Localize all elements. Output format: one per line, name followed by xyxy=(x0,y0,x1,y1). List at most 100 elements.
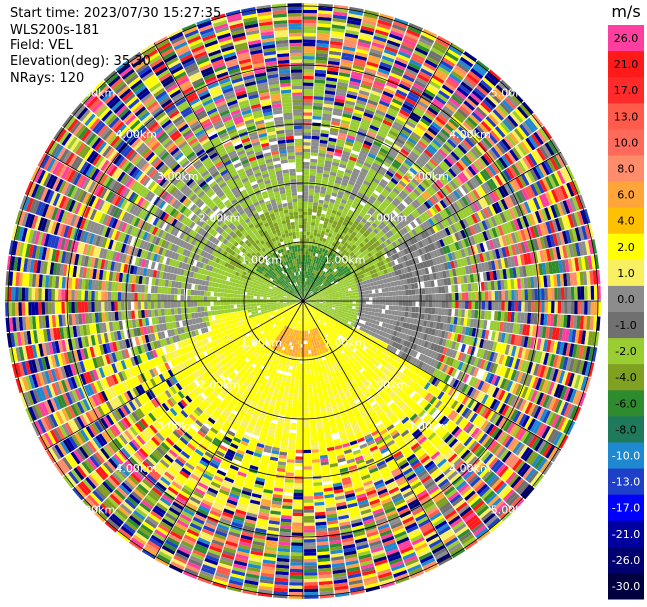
range-gate xyxy=(514,108,527,121)
range-gate xyxy=(448,349,455,358)
range-gate xyxy=(403,267,409,274)
range-gate xyxy=(398,295,403,301)
range-gate xyxy=(578,241,584,256)
range-gate xyxy=(414,79,427,89)
range-gate xyxy=(401,306,406,312)
range-gate xyxy=(373,35,387,43)
range-gate xyxy=(464,194,472,205)
range-gate xyxy=(336,233,341,238)
range-gate xyxy=(381,274,386,280)
range-gate xyxy=(314,79,326,84)
range-gate xyxy=(395,296,399,301)
range-gate xyxy=(308,198,314,203)
range-gate xyxy=(367,198,375,205)
range-gate xyxy=(546,339,552,353)
range-gate xyxy=(307,251,311,256)
range-gate xyxy=(417,248,424,256)
range-gate xyxy=(469,255,475,265)
range-gate xyxy=(476,233,483,243)
range-gate xyxy=(357,191,364,198)
range-gate xyxy=(501,343,507,355)
range-gate xyxy=(349,156,357,162)
range-gate xyxy=(457,240,464,250)
range-gate xyxy=(312,302,317,303)
range-gate xyxy=(403,234,409,241)
range-gate xyxy=(484,310,489,320)
range-gate xyxy=(319,288,323,291)
range-gate xyxy=(367,314,371,319)
range-gate xyxy=(318,226,323,231)
range-gate xyxy=(394,207,401,215)
range-gate xyxy=(322,207,328,212)
range-gate xyxy=(534,288,538,300)
range-gate xyxy=(390,101,402,109)
range-gate xyxy=(308,290,312,294)
range-gate xyxy=(391,310,396,316)
range-gate xyxy=(357,322,362,327)
range-gate xyxy=(323,203,329,209)
range-gate xyxy=(326,266,330,270)
range-gate xyxy=(326,225,332,230)
range-gate xyxy=(487,310,492,320)
range-gate xyxy=(339,298,343,301)
range-gate xyxy=(322,304,326,306)
range-gate xyxy=(437,221,445,230)
range-gate xyxy=(401,41,415,50)
range-gate xyxy=(315,295,319,297)
range-gate xyxy=(455,128,467,139)
range-gate xyxy=(417,100,429,109)
range-gate xyxy=(511,206,519,219)
range-gate xyxy=(447,194,456,203)
range-gate xyxy=(336,211,342,217)
range-gate xyxy=(362,294,366,298)
range-gate xyxy=(323,103,334,108)
range-gate xyxy=(389,277,394,282)
range-gate xyxy=(438,176,447,186)
range-gate xyxy=(319,287,323,291)
range-gate xyxy=(361,22,376,29)
range-gate xyxy=(483,320,488,330)
range-gate xyxy=(322,176,329,182)
range-gate xyxy=(569,389,577,404)
range-gate xyxy=(422,28,438,38)
range-gate xyxy=(379,125,390,133)
range-gate xyxy=(487,164,497,176)
range-gate xyxy=(306,261,310,265)
range-gate xyxy=(386,251,392,258)
range-gate xyxy=(433,41,448,51)
range-gate xyxy=(351,223,358,229)
range-gate xyxy=(431,307,436,315)
range-gate xyxy=(413,209,421,217)
range-gate xyxy=(385,170,394,178)
range-gate xyxy=(312,295,316,298)
range-gate xyxy=(525,265,531,277)
range-gate xyxy=(496,321,501,332)
range-gate xyxy=(440,60,454,70)
range-gate xyxy=(556,314,561,327)
range-gate xyxy=(322,110,333,115)
range-gate xyxy=(429,196,437,206)
range-gate xyxy=(394,59,407,68)
range-gate xyxy=(377,68,390,75)
range-gate xyxy=(423,340,429,348)
range-gate xyxy=(547,381,555,395)
range-gate xyxy=(340,239,346,245)
range-gate xyxy=(464,76,478,87)
range-gate xyxy=(338,75,350,81)
range-gate xyxy=(325,278,329,283)
range-gate xyxy=(303,85,314,90)
range-gate xyxy=(313,259,317,264)
range-gate xyxy=(525,374,533,387)
range-gate xyxy=(408,91,420,100)
range-gate xyxy=(375,246,381,252)
range-gate xyxy=(396,257,402,264)
range-gate xyxy=(358,237,364,243)
range-gate xyxy=(394,270,399,276)
range-gate xyxy=(337,286,341,290)
range-gate xyxy=(310,287,313,291)
range-gate xyxy=(386,110,397,118)
range-gate xyxy=(342,258,348,264)
range-gate xyxy=(338,292,343,296)
range-gate xyxy=(319,139,328,144)
range-gate xyxy=(382,292,386,297)
